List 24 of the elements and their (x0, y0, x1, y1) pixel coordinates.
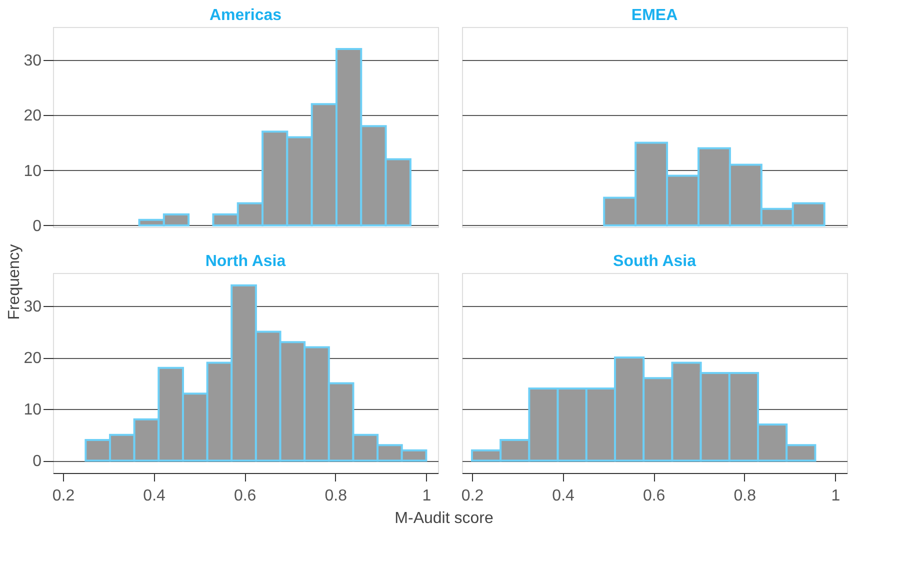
x-tick-label: 0.8 (324, 488, 348, 504)
x-tick-label: 0.4 (552, 488, 575, 504)
x-tick-label: 0.6 (642, 488, 666, 504)
y-tick-label: 30 (24, 298, 42, 316)
x-tick-label: 0.4 (143, 488, 166, 504)
y-tick-label: 30 (24, 52, 42, 70)
x-tick-label: 0.2 (52, 488, 75, 504)
x-tick-label: 0.8 (734, 488, 756, 504)
chart-title: Americas (209, 7, 282, 24)
y-tick-label: 10 (24, 402, 42, 419)
x-tick-label: 1 (422, 488, 432, 504)
chart-title: North Asia (205, 253, 286, 270)
x-tick-label: 0.2 (461, 488, 484, 504)
y-tick-label: 20 (24, 108, 42, 125)
chart-title: South Asia (613, 253, 696, 270)
y-tick-label: 10 (24, 162, 42, 180)
x-axis-title: M-Audit score (394, 510, 494, 527)
y-tick-label: 0 (32, 218, 42, 235)
y-axis-title: Frequency (6, 244, 23, 320)
chart-title: EMEA (631, 7, 678, 24)
y-tick-label: 0 (32, 453, 42, 470)
x-tick-label: 1 (831, 488, 840, 504)
x-tick-label: 0.6 (234, 488, 256, 504)
y-tick-label: 20 (24, 350, 42, 368)
